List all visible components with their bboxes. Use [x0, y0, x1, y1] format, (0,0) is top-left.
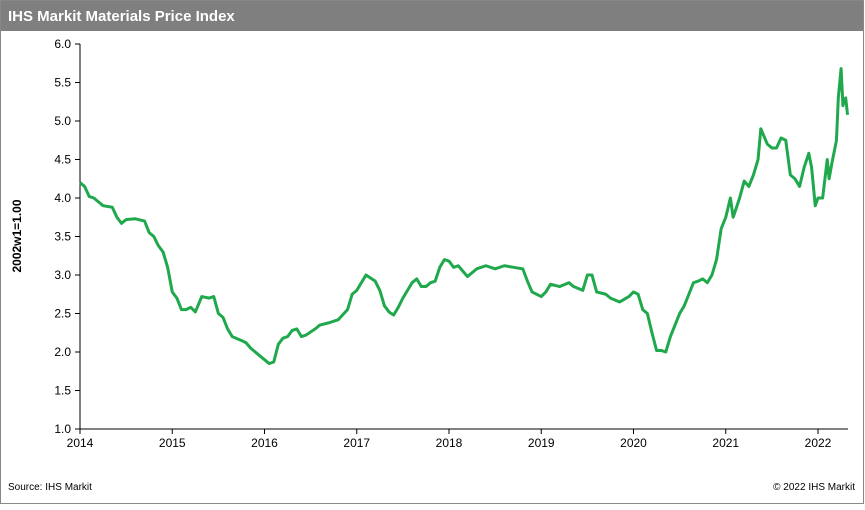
- y-tick-label: 5.5: [54, 76, 71, 90]
- y-axis-label: 2002w1=1.00: [10, 199, 24, 272]
- x-tick-label: 2016: [251, 436, 278, 450]
- copyright: © 2022 IHS Markit: [773, 482, 855, 493]
- x-tick-label: 2015: [159, 436, 186, 450]
- y-tick-label: 5.0: [54, 114, 71, 128]
- y-tick-label: 3.5: [54, 230, 71, 244]
- y-tick-label: 1.5: [54, 384, 71, 398]
- source: Source: IHS Markit: [8, 482, 92, 493]
- x-tick-label: 2019: [528, 436, 555, 450]
- x-tick-label: 2014: [67, 436, 94, 450]
- x-tick-label: 2018: [436, 436, 463, 450]
- y-tick-label: 4.0: [54, 191, 71, 205]
- data-line: [79, 67, 850, 366]
- x-tick-label: 2017: [343, 436, 370, 450]
- y-tick-label: 3.0: [54, 268, 71, 282]
- x-tick-label: 2021: [712, 436, 739, 450]
- y-tick-label: 2.5: [54, 307, 71, 321]
- y-tick-label: 4.5: [54, 153, 71, 167]
- x-tick-label: 2020: [620, 436, 647, 450]
- y-tick-label: 6.0: [54, 37, 71, 51]
- header-bar: [1, 1, 863, 31]
- y-tick-label: 2.0: [54, 345, 71, 359]
- y-tick-label: 1.0: [54, 422, 71, 436]
- chart-title: IHS Markit Materials Price Index: [8, 8, 235, 25]
- x-tick-label: 2022: [805, 436, 832, 450]
